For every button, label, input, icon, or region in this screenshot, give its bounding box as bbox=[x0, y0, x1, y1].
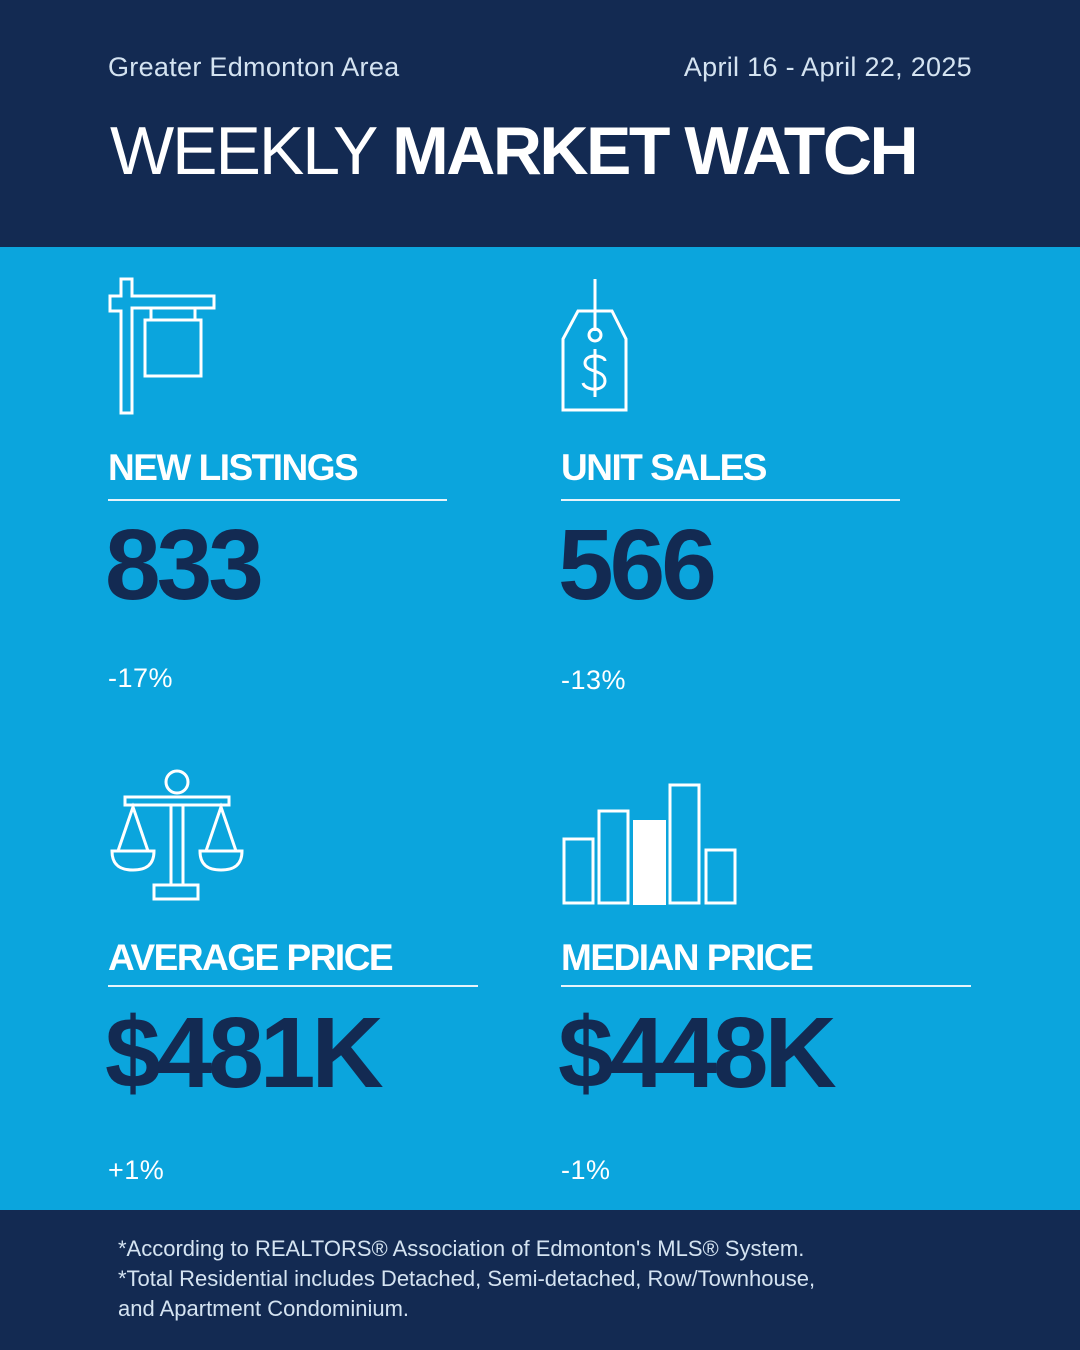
bar-chart-icon bbox=[562, 783, 737, 905]
median-price-divider bbox=[561, 985, 971, 987]
unit-sales-divider bbox=[561, 499, 900, 501]
unit-sales-value: 566 bbox=[558, 509, 717, 621]
title-light: WEEKLY bbox=[110, 113, 377, 189]
price-tag-icon bbox=[561, 279, 628, 412]
balance-scale-icon bbox=[110, 769, 244, 901]
median-price-label: MEDIAN PRICE bbox=[561, 937, 814, 978]
footnote-line: and Apartment Condominium. bbox=[118, 1296, 410, 1321]
for-sale-sign-icon bbox=[108, 277, 216, 415]
new-listings-value: 833 bbox=[105, 509, 264, 621]
header-banner: Greater Edmonton Area April 16 - April 2… bbox=[0, 0, 1080, 247]
footnote-line: *According to REALTORS® Association of E… bbox=[118, 1236, 805, 1261]
footnote-line: *Total Residential includes Detached, Se… bbox=[118, 1266, 816, 1291]
average-price-divider bbox=[108, 985, 478, 987]
unit-sales-label: UNIT SALES bbox=[561, 447, 767, 488]
stats-panel: NEW LISTINGS 833 -17% UNIT SALES 566 -13… bbox=[0, 247, 1080, 1210]
average-price-label: AVERAGE PRICE bbox=[108, 937, 394, 978]
page-title: WEEKLY MARKET WATCH bbox=[110, 112, 919, 190]
new-listings-divider bbox=[108, 499, 447, 501]
date-range: April 16 - April 22, 2025 bbox=[683, 52, 972, 82]
new-listings-label: NEW LISTINGS bbox=[108, 447, 359, 488]
average-price-value: $481K bbox=[105, 997, 384, 1109]
region-label: Greater Edmonton Area bbox=[108, 52, 400, 82]
title-bold: MARKET WATCH bbox=[392, 113, 919, 189]
unit-sales-change: -13% bbox=[561, 665, 627, 695]
median-price-change: -1% bbox=[561, 1155, 611, 1185]
new-listings-change: -17% bbox=[108, 663, 174, 693]
footer-notes: *According to REALTORS® Association of E… bbox=[0, 1210, 1080, 1350]
median-price-value: $448K bbox=[558, 997, 837, 1109]
average-price-change: +1% bbox=[108, 1155, 165, 1185]
